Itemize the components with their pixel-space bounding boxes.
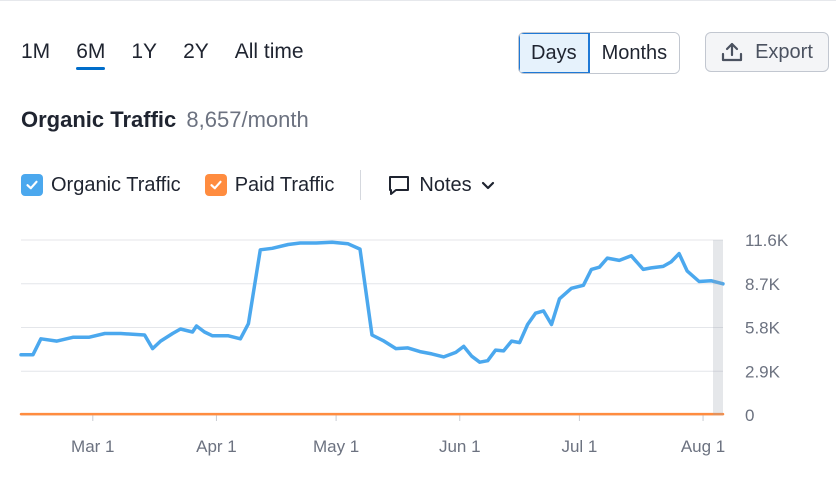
notes-label: Notes (419, 173, 472, 196)
y-tick-label: 8.7K (745, 275, 781, 294)
x-axis: Mar 1 Apr 1 May 1 Jun 1 Jul 1 Aug 1 (71, 415, 725, 456)
x-tick-label: Aug 1 (681, 437, 725, 456)
export-label: Export (755, 40, 813, 63)
legend: Organic Traffic Paid Traffic Notes (21, 170, 496, 200)
x-tick-label: Jul 1 (561, 437, 597, 456)
checkbox-icon[interactable] (204, 174, 227, 196)
x-tick-label: Jun 1 (439, 437, 481, 456)
y-tick-label: 5.8K (745, 319, 781, 338)
period-all-time[interactable]: All time (234, 40, 304, 63)
y-axis-labels: 0 2.9K 5.8K 8.7K 11.6K (745, 231, 789, 425)
notes-dropdown[interactable]: Notes (387, 173, 495, 197)
series-layer (19, 240, 725, 416)
period-6m[interactable]: 6M (76, 40, 106, 70)
y-tick-label: 11.6K (745, 231, 789, 250)
period-selector: 1M 6M 1Y 2Y All time (21, 40, 330, 70)
chevron-down-icon (481, 181, 494, 190)
granularity-toggle: Days Months (518, 32, 681, 74)
page-title: Organic Traffic (21, 107, 177, 132)
x-tick-label: Apr 1 (196, 437, 237, 456)
x-tick-label: May 1 (313, 437, 359, 456)
legend-organic-label: Organic Traffic (51, 173, 181, 196)
top-border (0, 0, 836, 1)
x-tick-label: Mar 1 (71, 437, 114, 456)
period-2y[interactable]: 2Y (183, 40, 209, 63)
y-tick-label: 2.9K (745, 362, 781, 381)
legend-divider (360, 170, 362, 200)
checkbox-icon[interactable] (21, 174, 43, 196)
period-1y[interactable]: 1Y (131, 40, 158, 63)
headline: Organic Traffic 8,657/month (21, 107, 309, 133)
traffic-value: 8,657/month (186, 107, 309, 132)
months-button[interactable]: Months (589, 33, 680, 73)
y-tick-label: 0 (745, 406, 754, 425)
hover-cursor (713, 240, 723, 415)
legend-paid-label: Paid Traffic (234, 173, 335, 196)
organic-traffic-line (19, 240, 725, 364)
traffic-chart: 0 2.9K 5.8K 8.7K 11.6K Mar 1 Apr 1 May 1 Jun 1 J… (19, 231, 789, 456)
comment-icon (389, 176, 410, 195)
period-1m[interactable]: 1M (21, 40, 51, 63)
upload-icon (721, 42, 743, 62)
days-button[interactable]: Days (519, 33, 590, 73)
legend-paid-traffic[interactable]: Paid Traffic (204, 173, 335, 197)
export-button[interactable]: Export (705, 32, 829, 72)
legend-organic-traffic[interactable]: Organic Traffic (21, 174, 181, 197)
